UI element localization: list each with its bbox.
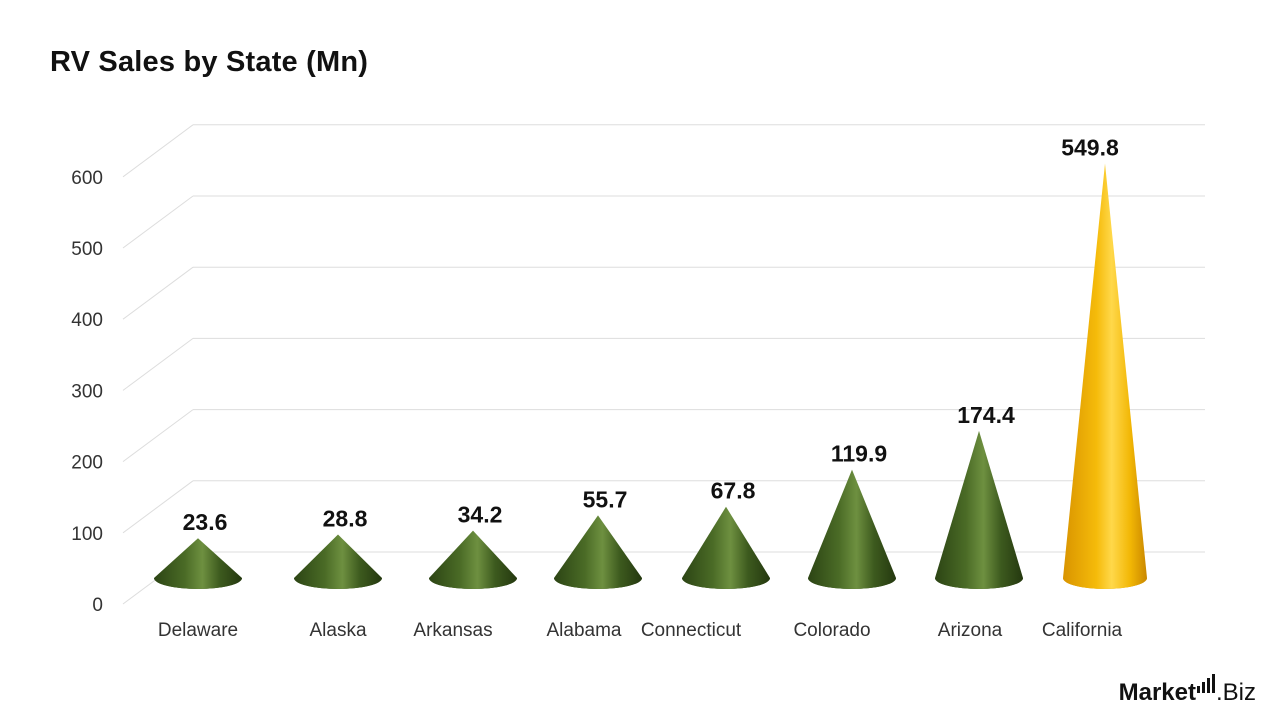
- category-label: Alaska: [309, 620, 366, 641]
- brand-name: Market: [1118, 679, 1196, 706]
- category-label: California: [1042, 620, 1123, 641]
- cone-body: [682, 506, 770, 589]
- value-label: 28.8: [323, 505, 368, 531]
- category-label: Connecticut: [641, 620, 742, 641]
- value-label: 119.9: [831, 441, 887, 467]
- cone-colorado: [808, 469, 896, 589]
- value-label: 23.6: [183, 509, 228, 535]
- bar-chart-icon: [1196, 674, 1215, 693]
- cone-body: [554, 515, 642, 589]
- value-label: 67.8: [711, 478, 756, 504]
- category-label: Alabama: [547, 620, 622, 641]
- category-label: Arkansas: [413, 620, 492, 641]
- cone-body: [294, 534, 382, 589]
- cones: [154, 163, 1147, 589]
- y-tick-label: 0: [92, 595, 103, 616]
- cone-body: [154, 538, 242, 589]
- category-label: Colorado: [793, 620, 870, 641]
- grid-line-diagonal: [122, 337, 194, 391]
- cone-body: [1063, 163, 1147, 589]
- category-label: Arizona: [938, 620, 1003, 641]
- cone-delaware: [154, 538, 242, 589]
- chart-title: RV Sales by State (Mn): [50, 46, 369, 78]
- cone-connecticut: [682, 506, 770, 589]
- value-label: 174.4: [957, 402, 1015, 428]
- grid: [122, 124, 1205, 605]
- cone-arkansas: [429, 530, 517, 589]
- cone-arizona: [935, 430, 1023, 589]
- y-tick-label: 400: [71, 310, 103, 331]
- grid-line-diagonal: [122, 480, 194, 534]
- value-label: 549.8: [1061, 135, 1119, 161]
- y-tick-label: 500: [71, 239, 103, 260]
- y-tick-label: 100: [71, 524, 103, 545]
- cone-body: [429, 530, 517, 589]
- grid-line-diagonal: [122, 124, 194, 178]
- value-labels: 23.6 28.8 34.2 55.7 67.8 119.9 174.4 549.8: [183, 135, 1119, 536]
- value-label: 34.2: [458, 502, 503, 528]
- value-label: 55.7: [583, 486, 628, 512]
- brand-logo: Market .Biz: [1119, 674, 1256, 705]
- cone-body: [808, 469, 896, 589]
- cone-california: [1063, 163, 1147, 589]
- y-tick-label: 300: [71, 381, 103, 402]
- grid-line-diagonal: [122, 195, 194, 249]
- y-tick-label: 600: [71, 168, 103, 189]
- cone-alaska: [294, 534, 382, 589]
- cone-body: [935, 430, 1023, 589]
- category-label: Delaware: [158, 620, 238, 641]
- y-axis-ticks: 0 100 200 300 400 500 600: [71, 168, 103, 616]
- brand-suffix: .Biz: [1215, 679, 1256, 706]
- grid-line-diagonal: [122, 266, 194, 320]
- cone-alabama: [554, 515, 642, 589]
- category-labels: Delaware Alaska Arkansas Alabama Connecticut…: [158, 620, 1123, 641]
- grid-line-diagonal: [122, 409, 194, 463]
- y-tick-label: 200: [71, 453, 103, 474]
